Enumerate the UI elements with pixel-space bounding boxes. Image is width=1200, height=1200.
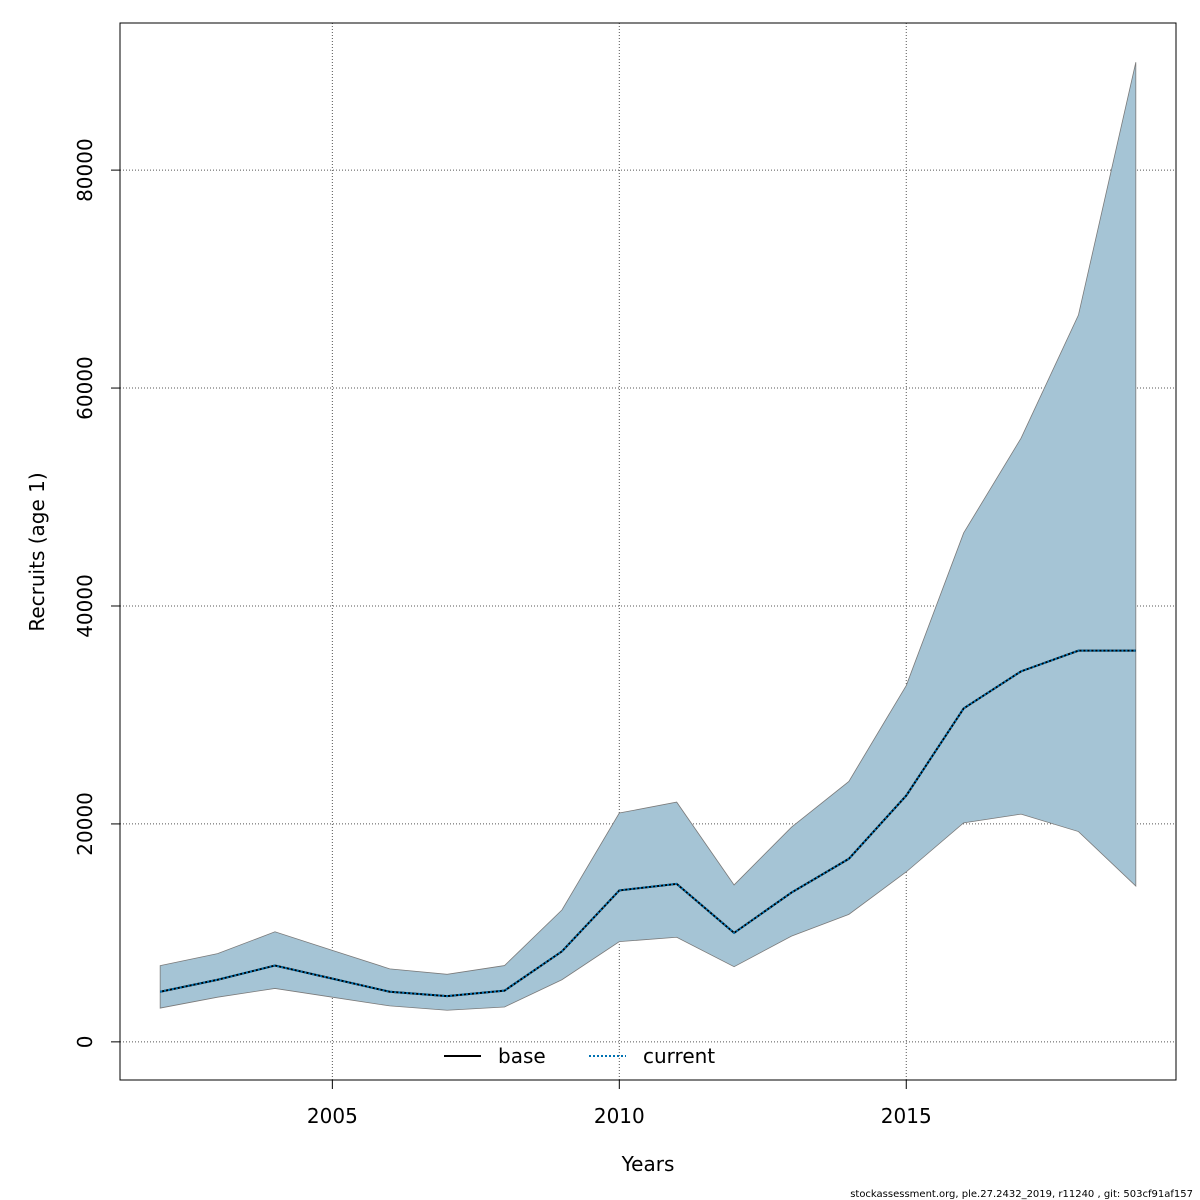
y-tick-label: 0 <box>73 1035 97 1048</box>
grid <box>120 23 1176 1080</box>
y-axis-label: Recruits (age 1) <box>25 472 49 631</box>
x-tick-label: 2010 <box>594 1104 645 1128</box>
x-axis-label: Years <box>621 1152 675 1176</box>
plot-frame <box>119 22 1177 1081</box>
footer-note: stockassessment.org, ple.27.2432_2019, r… <box>850 1189 1193 1200</box>
confidence-band <box>159 62 1137 1011</box>
legend: base current <box>444 1044 715 1068</box>
x-tick-label: 2005 <box>307 1104 358 1128</box>
x-tick-label: 2015 <box>881 1104 932 1128</box>
y-tick-label: 40000 <box>73 574 97 638</box>
legend-current-label: current <box>643 1044 715 1068</box>
y-axis: 0 20000 40000 60000 80000 <box>73 138 120 1048</box>
legend-base-label: base <box>498 1044 546 1068</box>
x-axis: 2005 2010 2015 <box>307 1080 932 1128</box>
y-tick-label: 20000 <box>73 792 97 856</box>
series-line-current <box>159 649 1136 998</box>
series-lines <box>159 649 1136 998</box>
y-tick-label: 60000 <box>73 356 97 420</box>
y-tick-label: 80000 <box>73 138 97 202</box>
